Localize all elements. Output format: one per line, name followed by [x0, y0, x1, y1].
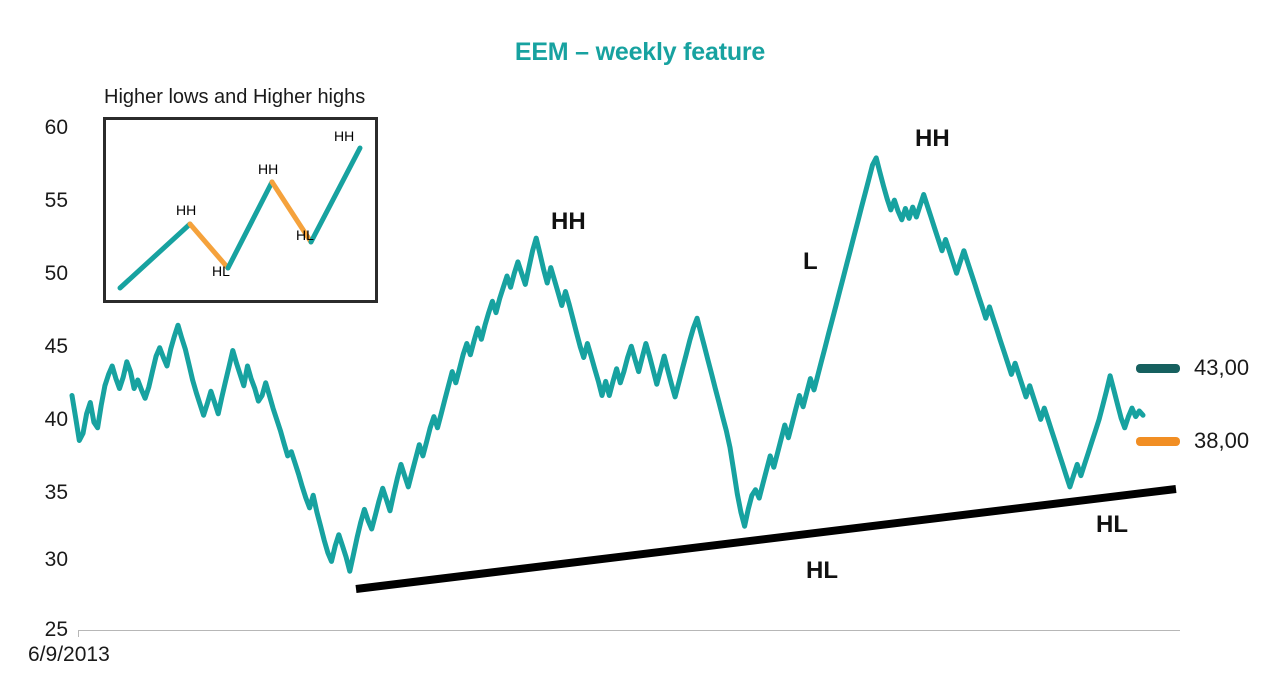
- y-tick-label: 25: [44, 618, 68, 641]
- inset-down-leg: [187, 221, 231, 271]
- y-tick-label: 50: [44, 262, 68, 285]
- x-axis-date-label: 6/9/2013: [28, 643, 110, 666]
- y-tick-label: 55: [44, 189, 68, 212]
- x-axis-tick: [78, 630, 79, 637]
- legend-label: 43,00: [1194, 355, 1250, 380]
- legend-label: 38,00: [1194, 428, 1250, 453]
- inset-label-hh-2: HH: [258, 161, 279, 177]
- inset-up-leg: [225, 179, 275, 271]
- y-tick-label: 60: [44, 116, 68, 139]
- annotation-hl-1: HL: [806, 557, 838, 584]
- inset-label-hl-1: HL: [212, 263, 230, 279]
- inset-label-hh-1: HH: [176, 202, 197, 218]
- y-tick-label: 40: [44, 408, 68, 431]
- annotation-hh-1: HH: [551, 208, 586, 235]
- trendline: [355, 485, 1177, 593]
- inset-zigzag-svg: [117, 145, 363, 291]
- price-series-line: [69, 155, 1146, 574]
- legend-swatch-icon: [1136, 436, 1180, 446]
- inset-label-hl-2: HL: [296, 227, 314, 243]
- inset-down-leg: [269, 179, 314, 245]
- annotation-l: L: [803, 248, 818, 275]
- y-tick-label: 30: [44, 548, 68, 571]
- legend-swatch-icon: [1136, 363, 1180, 373]
- y-axis: 60 55 50 45 40 35 30 25: [0, 0, 68, 700]
- inset-title: Higher lows and Higher highs: [104, 86, 366, 108]
- annotation-hl-2: HL: [1096, 511, 1128, 538]
- y-tick-label: 45: [44, 335, 68, 358]
- x-axis-line: [78, 630, 1180, 631]
- inset-up-leg: [117, 221, 193, 291]
- legend-item-2[interactable]: 38,00: [1136, 428, 1249, 454]
- y-tick-label: 35: [44, 481, 68, 504]
- inset-label-hh-3: HH: [334, 128, 355, 144]
- legend-item-1[interactable]: 43,00: [1136, 355, 1249, 381]
- inset-panel: HH HL HH HL HH: [103, 117, 378, 303]
- page-title: EEM – weekly feature: [514, 38, 766, 66]
- inset-up-leg: [308, 145, 363, 245]
- annotation-hh-2: HH: [915, 125, 950, 152]
